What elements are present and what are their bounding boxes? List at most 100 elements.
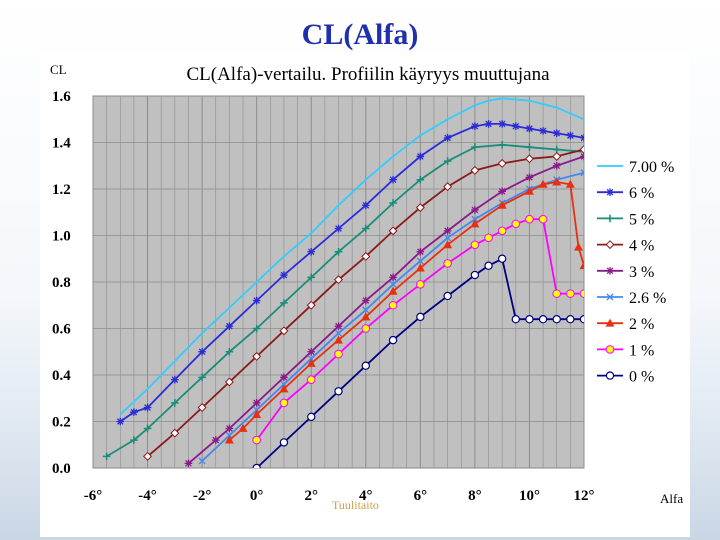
y-tick-label: 0.2 (52, 415, 71, 431)
data-point (525, 143, 534, 151)
marker-star (211, 436, 220, 444)
data-point (579, 261, 584, 270)
data-point (184, 459, 193, 468)
x-tick-label: 6° (414, 488, 428, 504)
data-point (334, 329, 343, 337)
data-point (143, 403, 152, 412)
marker-circle (525, 214, 534, 224)
marker-circle-open (497, 254, 507, 263)
data-point (538, 315, 548, 324)
marker-star (471, 206, 479, 214)
data-point (471, 206, 479, 214)
data-point (225, 322, 234, 330)
marker-star (471, 122, 479, 131)
marker-diamond (170, 428, 180, 438)
x-axis-label: Alfa (660, 491, 683, 506)
data-point (498, 187, 506, 196)
marker-star (552, 161, 561, 170)
marker-circle-open (525, 315, 534, 324)
data-point (484, 261, 493, 270)
marker-circle (538, 214, 548, 224)
data-point (579, 144, 584, 154)
data-point (498, 141, 506, 149)
marker-x (444, 234, 452, 242)
data-point (605, 240, 615, 250)
data-point (579, 315, 584, 324)
data-point (565, 179, 575, 188)
marker-triangle (238, 423, 248, 432)
legend-label: 5 % (629, 211, 654, 228)
marker-x (471, 215, 479, 223)
x-tick-label: 8° (468, 488, 482, 504)
marker-star (498, 187, 506, 196)
x-tick-label: -4° (138, 488, 157, 504)
marker-diamond (552, 151, 562, 161)
data-point (605, 318, 615, 327)
marker-circle (605, 345, 615, 354)
data-point (307, 347, 316, 356)
marker-circle (511, 219, 521, 229)
marker-star (252, 296, 261, 305)
data-point (280, 299, 288, 307)
data-point (279, 398, 289, 408)
marker-plus (498, 141, 506, 149)
data-point (606, 293, 614, 301)
data-point (198, 347, 206, 356)
marker-triangle (306, 358, 316, 367)
marker-triangle (524, 186, 534, 195)
marker-diamond (252, 351, 262, 361)
legend-label: 2 % (629, 316, 654, 333)
data-point (361, 224, 370, 233)
marker-plus (606, 214, 614, 223)
marker-triangle (574, 242, 584, 251)
marker-circle (252, 435, 261, 445)
marker-circle (497, 226, 507, 236)
marker-triangle (605, 318, 615, 327)
data-point (497, 226, 507, 236)
data-point (279, 326, 289, 336)
data-point (552, 129, 561, 137)
marker-plus (225, 347, 234, 356)
data-point (238, 423, 248, 432)
y-tick-label: 1.4 (52, 136, 71, 152)
data-point (566, 315, 575, 324)
data-point (306, 375, 316, 384)
marker-triangle (334, 335, 343, 344)
data-point (552, 161, 561, 170)
series-4 (143, 144, 584, 461)
marker-plus (171, 399, 179, 407)
chart-title: CL(Alfa)-vertailu. Profiilin käyryys muu… (186, 64, 550, 85)
data-point (252, 409, 262, 418)
legend-label: 0 % (629, 369, 654, 386)
data-point (416, 247, 425, 256)
marker-star (184, 459, 193, 468)
data-point (580, 169, 584, 177)
marker-diamond (443, 182, 453, 192)
marker-diamond (497, 158, 507, 168)
marker-plus (143, 424, 152, 433)
data-point (170, 428, 180, 438)
data-point (580, 134, 584, 142)
x-tick-label: 4° (359, 488, 373, 504)
data-point (334, 349, 343, 359)
marker-circle-open (566, 315, 575, 324)
data-point (306, 300, 316, 310)
legend-item: 5 % (597, 211, 654, 228)
data-point (566, 289, 575, 298)
data-point (471, 143, 479, 151)
marker-circle (470, 240, 480, 250)
marker-plus (198, 373, 206, 382)
marker-star (525, 173, 534, 182)
legend-item: 7.00 % (597, 159, 674, 176)
marker-triangle (470, 219, 480, 228)
marker-star (566, 131, 575, 140)
data-point (443, 227, 452, 235)
marker-circle (552, 289, 562, 298)
data-point (552, 177, 562, 186)
marker-circle (443, 259, 452, 268)
data-point (524, 186, 534, 195)
data-point (443, 291, 452, 301)
legend-item: 4 % (597, 238, 654, 255)
marker-x (416, 257, 424, 265)
data-point (443, 240, 453, 249)
